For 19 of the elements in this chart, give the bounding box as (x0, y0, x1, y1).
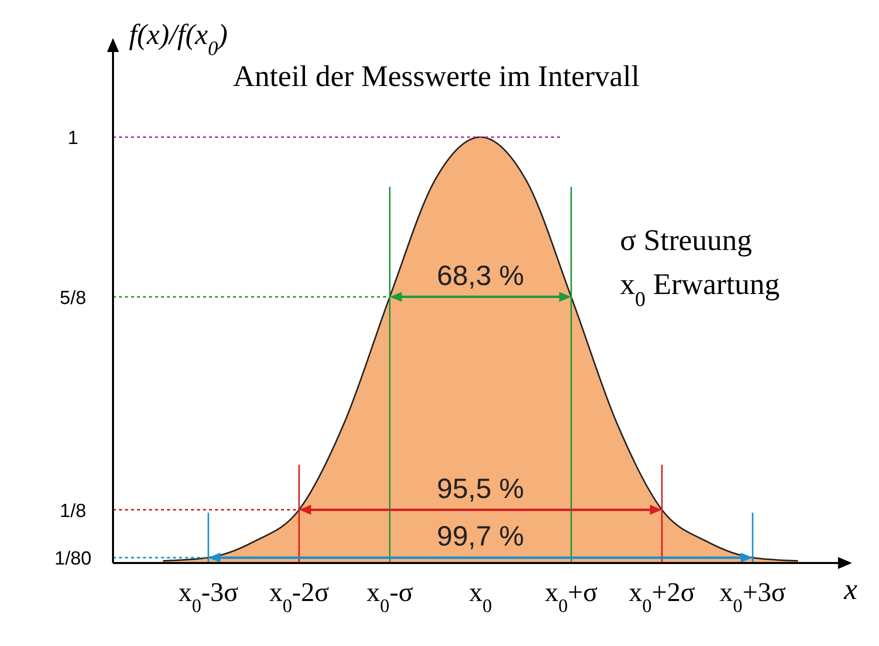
x-tick-label: x$_{0}$ (469, 577, 492, 616)
annotation: 95,5 % (436, 472, 524, 504)
x-tick-label: x$_{0}$+3σ (720, 577, 786, 616)
x-tick-label: x$_{0}$+σ (544, 577, 598, 616)
y-tick-label: 5/8 (60, 288, 86, 309)
x-tick-label: x$_{0}$-2σ (269, 577, 330, 616)
annotation: 99,7 % (436, 520, 524, 552)
x-tick-label: x$_{0}$-3σ (178, 577, 239, 616)
annotation: 68,3 % (436, 260, 524, 291)
chart-title: Anteil der Messwerte im Intervall (233, 60, 640, 93)
x-axis-title: x (843, 573, 858, 606)
y-axis-title: f(x)/f(x$_{0}$) (129, 19, 228, 60)
y-tick-label: 1 (68, 128, 78, 150)
y-tick-label: 1/80 (54, 548, 92, 570)
x-tick-label: x$_{0}$+2σ (628, 577, 696, 616)
y-tick-label: 1/8 (60, 500, 86, 522)
annotation: x$_{0}$ Erwartung (620, 268, 780, 311)
x-tick-label: x$_{0}$-σ (366, 577, 414, 616)
annotation: σ Streuung (620, 224, 752, 257)
